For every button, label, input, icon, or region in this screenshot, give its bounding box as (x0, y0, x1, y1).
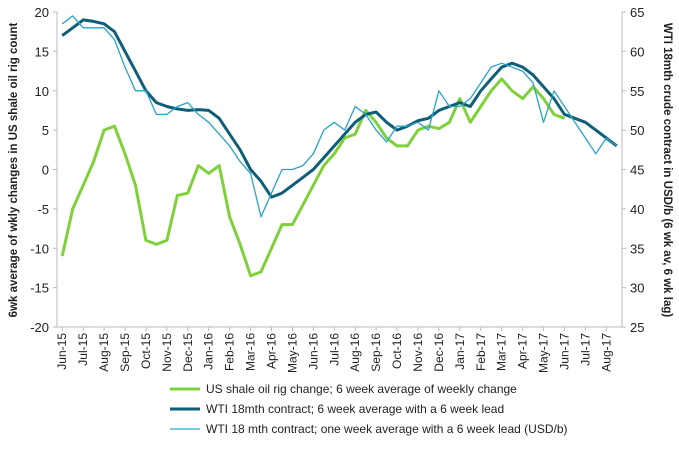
x-tick-label: Aug-17 (599, 333, 613, 372)
x-tick-label: Oct-15 (139, 333, 153, 369)
x-tick-label: Sep-15 (118, 333, 132, 372)
y2-tick-label: 60 (630, 44, 644, 59)
series-line (61, 18, 618, 199)
x-tick-label: May-16 (285, 333, 299, 373)
y2-tick-label: 45 (630, 163, 644, 178)
x-tick-label: Jun-15 (55, 333, 69, 370)
x-tick-label: Sep-16 (369, 333, 383, 372)
legend-label: WTI 18 mth contract; one week average wi… (206, 422, 568, 436)
x-tick-label: Jan-17 (453, 333, 467, 370)
x-tick-label: May-17 (537, 333, 551, 373)
y-tick-label: 15 (35, 44, 49, 59)
y-tick-label: 5 (42, 123, 49, 138)
y2-tick-label: 35 (630, 241, 644, 256)
x-tick-label: Aug-15 (97, 333, 111, 372)
x-tick-label: Aug-16 (348, 333, 362, 372)
legend-label: US shale oil rig change; 6 week average … (206, 382, 517, 396)
x-tick-label: Jul-16 (327, 333, 341, 366)
y2-tick-label: 55 (630, 84, 644, 99)
x-tick-label: Oct-16 (390, 333, 404, 369)
series-line (61, 15, 618, 218)
x-tick-label: Nov-15 (160, 333, 174, 372)
y-tick-label: 20 (35, 5, 49, 20)
x-tick-label: Dec-16 (432, 333, 446, 372)
x-tick-label: Feb-17 (474, 333, 488, 371)
x-tick-label: Jul-15 (76, 333, 90, 366)
x-tick-label: Jun-17 (557, 333, 571, 370)
x-tick-label: Feb-16 (223, 333, 237, 371)
y-tick-label: 10 (35, 84, 49, 99)
legend-label: WTI 18mth contract; 6 week average with … (206, 402, 504, 416)
x-tick-label: Mar-17 (495, 333, 509, 371)
x-tick-label: Apr-17 (516, 333, 530, 369)
y2-tick-label: 40 (630, 202, 644, 217)
y-tick-label: -15 (30, 281, 49, 296)
x-tick-label: Jun-16 (306, 333, 320, 370)
x-tick-label: Jan-16 (202, 333, 216, 370)
y-axis-title: 6wk average of wkly changes in US shale … (8, 23, 20, 318)
y-tick-label: -10 (30, 241, 49, 256)
x-tick-label: Apr-16 (264, 333, 278, 369)
y2-tick-label: 30 (630, 281, 644, 296)
y2-tick-label: 65 (630, 5, 644, 20)
y2-tick-label: 25 (630, 320, 644, 335)
x-tick-label: Mar-16 (244, 333, 258, 371)
x-tick-label: Nov-16 (411, 333, 425, 372)
x-tick-label: Dec-15 (181, 333, 195, 372)
y-tick-label: -5 (37, 202, 49, 217)
y-tick-label: 0 (42, 163, 49, 178)
y2-tick-label: 50 (630, 123, 644, 138)
series-line (60, 77, 566, 278)
y2-axis-title: WTI 18mth crude contract in USD/b (6 wk … (661, 23, 673, 318)
y-tick-label: -20 (30, 320, 49, 335)
x-tick-label: Jul-17 (578, 333, 592, 366)
